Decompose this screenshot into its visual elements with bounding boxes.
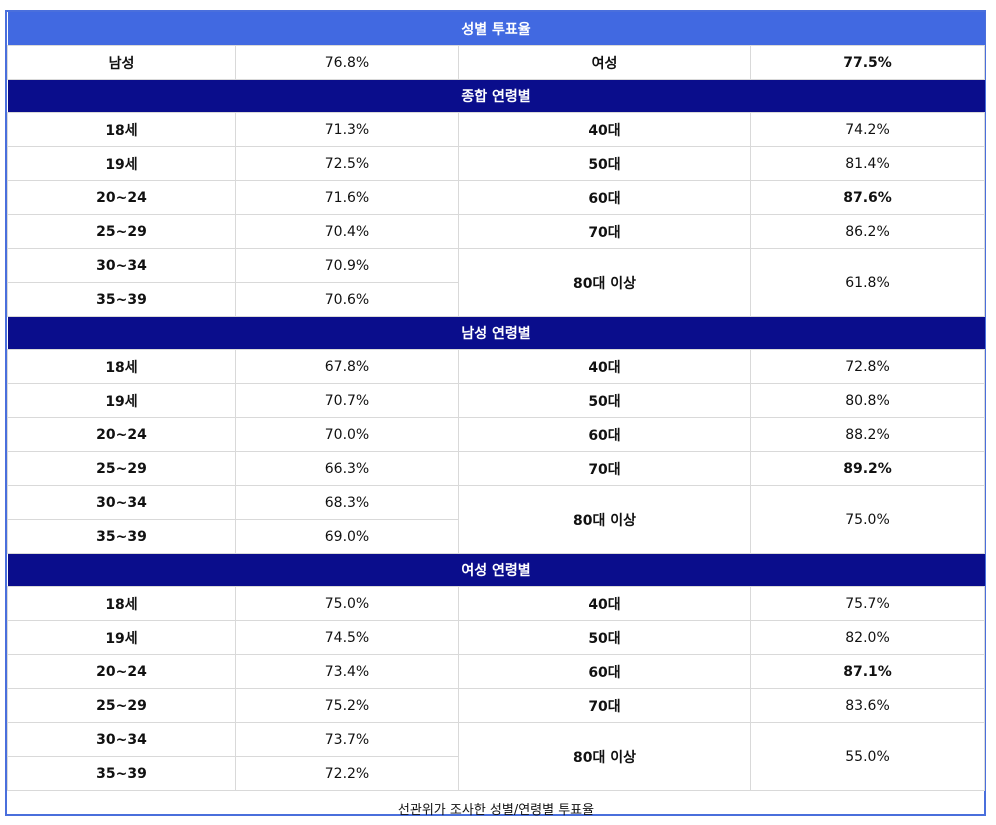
- age-label: 50대: [459, 147, 751, 181]
- age-value: 71.6%: [236, 181, 459, 215]
- age-label: 35~39: [8, 520, 236, 554]
- turnout-table: 성별 투표율 남성 76.8% 여성 77.5% 종합 연령별 18세 71.3…: [7, 12, 985, 825]
- age-label: 80대 이상: [459, 249, 751, 317]
- age-label: 35~39: [8, 283, 236, 317]
- female-value: 77.5%: [751, 46, 985, 80]
- table-row: 20~24 73.4% 60대 87.1%: [8, 655, 985, 689]
- age-label: 40대: [459, 350, 751, 384]
- age-value: 82.0%: [751, 621, 985, 655]
- age-label: 18세: [8, 350, 236, 384]
- age-value: 70.6%: [236, 283, 459, 317]
- table-row: 19세 74.5% 50대 82.0%: [8, 621, 985, 655]
- table-row: 25~29 75.2% 70대 83.6%: [8, 689, 985, 723]
- age-label: 30~34: [8, 486, 236, 520]
- table-row: 20~24 71.6% 60대 87.6%: [8, 181, 985, 215]
- age-label: 70대: [459, 452, 751, 486]
- table-row: 20~24 70.0% 60대 88.2%: [8, 418, 985, 452]
- age-label: 70대: [459, 689, 751, 723]
- age-label: 19세: [8, 384, 236, 418]
- table-row: 30~34 70.9% 80대 이상 61.8%: [8, 249, 985, 283]
- age-value: 89.2%: [751, 452, 985, 486]
- age-value: 70.9%: [236, 249, 459, 283]
- section-title: 남성 연령별: [8, 317, 985, 350]
- age-value: 73.4%: [236, 655, 459, 689]
- age-value: 80.8%: [751, 384, 985, 418]
- age-label: 80대 이상: [459, 486, 751, 554]
- age-label: 70대: [459, 215, 751, 249]
- male-value: 76.8%: [236, 46, 459, 80]
- age-value: 61.8%: [751, 249, 985, 317]
- age-value: 72.8%: [751, 350, 985, 384]
- age-label: 20~24: [8, 655, 236, 689]
- section-header-row: 종합 연령별: [8, 80, 985, 113]
- female-label: 여성: [459, 46, 751, 80]
- age-label: 19세: [8, 621, 236, 655]
- age-label: 40대: [459, 113, 751, 147]
- age-value: 75.0%: [236, 587, 459, 621]
- age-label: 30~34: [8, 723, 236, 757]
- male-label: 남성: [8, 46, 236, 80]
- age-value: 68.3%: [236, 486, 459, 520]
- age-label: 20~24: [8, 418, 236, 452]
- age-value: 70.4%: [236, 215, 459, 249]
- age-value: 71.3%: [236, 113, 459, 147]
- age-value: 72.5%: [236, 147, 459, 181]
- age-label: 35~39: [8, 757, 236, 791]
- section-header-row: 여성 연령별: [8, 554, 985, 587]
- age-label: 18세: [8, 587, 236, 621]
- age-label: 25~29: [8, 689, 236, 723]
- age-value: 72.2%: [236, 757, 459, 791]
- age-value: 75.2%: [236, 689, 459, 723]
- age-label: 50대: [459, 621, 751, 655]
- age-value: 87.1%: [751, 655, 985, 689]
- age-label: 25~29: [8, 215, 236, 249]
- table-row: 18세 71.3% 40대 74.2%: [8, 113, 985, 147]
- age-label: 20~24: [8, 181, 236, 215]
- gender-section-title: 성별 투표율: [8, 12, 985, 46]
- age-label: 30~34: [8, 249, 236, 283]
- age-label: 60대: [459, 655, 751, 689]
- age-label: 60대: [459, 181, 751, 215]
- table-row: 18세 75.0% 40대 75.7%: [8, 587, 985, 621]
- gender-header-row: 성별 투표율: [8, 12, 985, 46]
- age-label: 80대 이상: [459, 723, 751, 791]
- table-row: 25~29 70.4% 70대 86.2%: [8, 215, 985, 249]
- age-value: 70.7%: [236, 384, 459, 418]
- footer-note: 선관위가 조사한 성별/연령별 투표율: [8, 791, 985, 825]
- section-title: 여성 연령별: [8, 554, 985, 587]
- age-label: 40대: [459, 587, 751, 621]
- age-value: 83.6%: [751, 689, 985, 723]
- age-label: 18세: [8, 113, 236, 147]
- table-row: 30~34 68.3% 80대 이상 75.0%: [8, 486, 985, 520]
- age-value: 74.2%: [751, 113, 985, 147]
- age-value: 73.7%: [236, 723, 459, 757]
- table-row: 30~34 73.7% 80대 이상 55.0%: [8, 723, 985, 757]
- gender-row: 남성 76.8% 여성 77.5%: [8, 46, 985, 80]
- age-label: 60대: [459, 418, 751, 452]
- age-label: 19세: [8, 147, 236, 181]
- turnout-table-frame: 성별 투표율 남성 76.8% 여성 77.5% 종합 연령별 18세 71.3…: [5, 10, 986, 816]
- age-value: 87.6%: [751, 181, 985, 215]
- age-value: 75.7%: [751, 587, 985, 621]
- age-value: 74.5%: [236, 621, 459, 655]
- age-value: 66.3%: [236, 452, 459, 486]
- table-row: 19세 70.7% 50대 80.8%: [8, 384, 985, 418]
- age-value: 67.8%: [236, 350, 459, 384]
- age-value: 70.0%: [236, 418, 459, 452]
- footer-row: 선관위가 조사한 성별/연령별 투표율: [8, 791, 985, 825]
- table-row: 19세 72.5% 50대 81.4%: [8, 147, 985, 181]
- age-value: 75.0%: [751, 486, 985, 554]
- age-value: 69.0%: [236, 520, 459, 554]
- age-label: 25~29: [8, 452, 236, 486]
- section-title: 종합 연령별: [8, 80, 985, 113]
- age-value: 81.4%: [751, 147, 985, 181]
- section-header-row: 남성 연령별: [8, 317, 985, 350]
- table-row: 25~29 66.3% 70대 89.2%: [8, 452, 985, 486]
- age-label: 50대: [459, 384, 751, 418]
- table-row: 18세 67.8% 40대 72.8%: [8, 350, 985, 384]
- age-value: 86.2%: [751, 215, 985, 249]
- age-value: 55.0%: [751, 723, 985, 791]
- age-value: 88.2%: [751, 418, 985, 452]
